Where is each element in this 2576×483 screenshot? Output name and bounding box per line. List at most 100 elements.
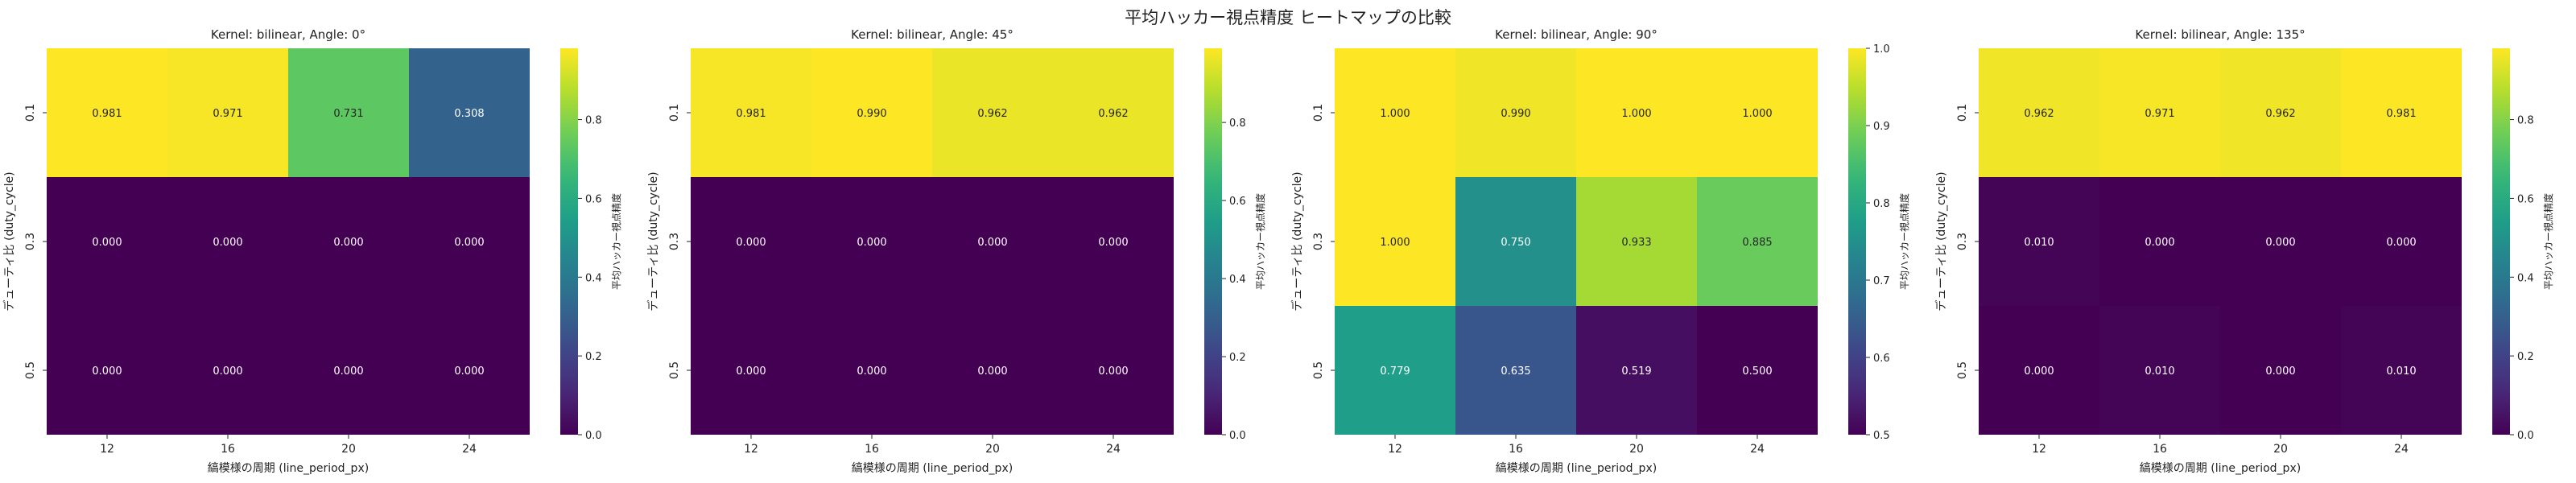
cell-value-label: 0.308 [454, 108, 484, 120]
heatmap-cell [811, 177, 932, 306]
heatmap-cell [811, 306, 932, 435]
x-tick-label: 12 [100, 443, 114, 456]
heatmap-cell [409, 177, 530, 306]
cell-value-label: 0.000 [1098, 365, 1128, 378]
y-tick-label: 0.3 [668, 233, 681, 250]
heatmap-cell [1053, 48, 1174, 177]
cell-value-label: 0.971 [2145, 108, 2174, 120]
heatmap-cell [1576, 48, 1697, 177]
x-tick-label: 12 [2032, 443, 2046, 456]
heatmap-cell [2220, 48, 2341, 177]
x-tick-label: 20 [341, 443, 356, 456]
heatmap-cell [409, 306, 530, 435]
panel-title: Kernel: bilinear, Angle: 135° [2135, 27, 2305, 42]
colorbar-tick-label: 0.0 [1229, 430, 1246, 442]
y-axis-label: デューティ比 (duty_cycle) [1934, 171, 1948, 311]
y-axis-label: デューティ比 (duty_cycle) [2, 171, 16, 311]
colorbar-tick-label: 0.6 [585, 193, 602, 205]
y-tick-label: 0.3 [1956, 233, 1969, 250]
colorbar-label: 平均ハッカー視点精度 [1254, 193, 1266, 290]
heatmap-cell [1053, 306, 1174, 435]
cell-value-label: 0.731 [333, 108, 363, 120]
colorbar-tick-label: 0.7 [1873, 275, 1890, 287]
heatmap-cell [1455, 306, 1576, 435]
x-axis-label: 縞模様の周期 (line_period_px) [1496, 461, 1657, 475]
colorbar-tick-label: 0.0 [2517, 430, 2534, 442]
colorbar-tick-label: 1.0 [1873, 43, 1890, 56]
cell-value-label: 0.010 [2145, 365, 2174, 378]
colorbar-tick-label: 0.4 [585, 272, 602, 284]
y-tick-label: 0.1 [1312, 104, 1325, 122]
heatmap-cell [691, 177, 811, 306]
colorbar [560, 48, 578, 435]
cell-value-label: 1.000 [1742, 108, 1772, 120]
heatmap-cell [1979, 177, 2099, 306]
x-axis-label: 縞模様の周期 (line_period_px) [2140, 461, 2301, 475]
cell-value-label: 0.000 [977, 237, 1007, 249]
heatmap-cell [1697, 306, 1818, 435]
y-tick-label: 0.1 [1956, 104, 1969, 122]
cell-value-label: 0.000 [213, 237, 242, 249]
heatmap-cell [691, 306, 811, 435]
colorbar-tick-label: 0.4 [1229, 274, 1246, 286]
heatmap-cell [2341, 306, 2462, 435]
heatmap-cell [932, 177, 1053, 306]
heatmap-cell [288, 48, 409, 177]
heatmap-cell [932, 48, 1053, 177]
colorbar [1848, 48, 1866, 435]
cell-value-label: 0.010 [2024, 237, 2054, 249]
cell-value-label: 0.000 [333, 237, 363, 249]
heatmap-cell [2220, 306, 2341, 435]
y-tick-label: 0.3 [1312, 233, 1325, 250]
heatmap-cell [1697, 48, 1818, 177]
colorbar-tick-label: 0.0 [585, 430, 602, 442]
x-tick-label: 12 [744, 443, 758, 456]
colorbar-tick-label: 0.4 [2517, 272, 2534, 284]
heatmap-panel-1: Kernel: bilinear, Angle: 0° 0.981 0.971 0.7… [2, 27, 622, 475]
colorbar-tick-label: 0.6 [2517, 193, 2534, 205]
colorbar-tick-label: 0.8 [2517, 115, 2534, 127]
heatmap-cell [47, 48, 167, 177]
cell-value-label: 0.519 [1621, 365, 1651, 378]
colorbar-tick-label: 0.5 [1873, 430, 1890, 442]
y-tick-label: 0.5 [1956, 361, 1969, 379]
heatmap-cell [288, 306, 409, 435]
heatmap-cell [2099, 48, 2220, 177]
heatmap-cell [1335, 48, 1455, 177]
cell-value-label: 0.779 [1380, 365, 1410, 378]
x-tick-label: 16 [221, 443, 235, 456]
x-tick-label: 12 [1388, 443, 1402, 456]
cell-value-label: 0.962 [2024, 108, 2054, 120]
heatmap-cell [2341, 48, 2462, 177]
heatmap-cell [811, 48, 932, 177]
heatmap-cell [1335, 306, 1455, 435]
x-tick-label: 24 [1750, 443, 1765, 456]
y-tick-label: 0.1 [24, 104, 37, 122]
x-tick-label: 16 [865, 443, 879, 456]
colorbar-tick-label: 0.2 [2517, 351, 2534, 363]
cell-value-label: 0.000 [213, 365, 242, 378]
cell-value-label: 0.000 [736, 365, 766, 378]
cell-value-label: 0.000 [2386, 237, 2416, 249]
cell-value-label: 0.000 [2145, 237, 2174, 249]
heatmap-cell [1697, 177, 1818, 306]
cell-value-label: 1.000 [1380, 237, 1410, 249]
heatmap-cell [1576, 306, 1697, 435]
cell-value-label: 0.885 [1742, 237, 1772, 249]
cell-value-label: 0.933 [1621, 237, 1651, 249]
x-axis-label: 縞模様の周期 (line_period_px) [852, 461, 1013, 475]
colorbar [2492, 48, 2510, 435]
cell-value-label: 0.000 [92, 365, 122, 378]
cell-value-label: 0.000 [2024, 365, 2054, 378]
x-tick-label: 20 [2273, 443, 2288, 456]
figure-title: 平均ハッカー視点精度 ヒートマップの比較 [1125, 8, 1451, 27]
heatmap-cell [2099, 177, 2220, 306]
heatmap-cell [2341, 177, 2462, 306]
heatmap-cell [167, 177, 288, 306]
x-axis-label: 縞模様の周期 (line_period_px) [208, 461, 369, 475]
heatmap-panel-4: Kernel: bilinear, Angle: 135° 0.962 0.971 0… [1934, 27, 2554, 475]
y-tick-label: 0.5 [668, 361, 681, 379]
colorbar-tick-label: 0.6 [1229, 196, 1246, 208]
y-axis-label: デューティ比 (duty_cycle) [1290, 171, 1304, 311]
cell-value-label: 0.635 [1501, 365, 1530, 378]
